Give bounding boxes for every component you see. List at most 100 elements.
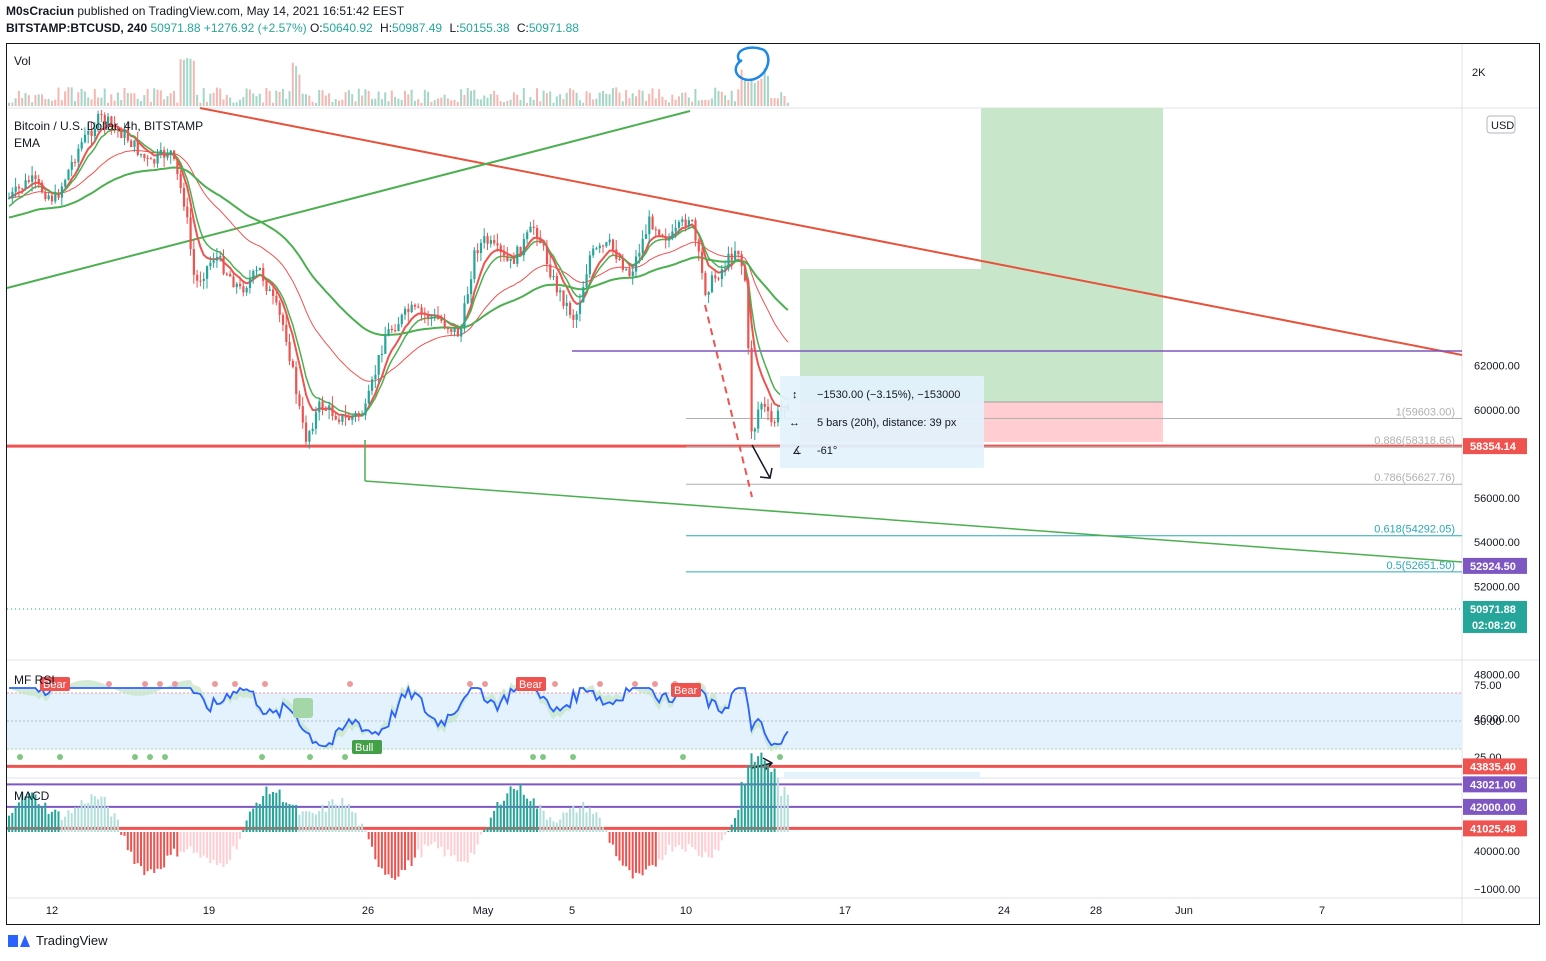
volume-bar	[77, 92, 80, 106]
candle-body	[202, 278, 205, 281]
macd-bar	[173, 832, 175, 849]
trendlines[interactable]	[6, 107, 1463, 563]
candle-body	[496, 243, 499, 246]
volume-bar	[453, 99, 456, 106]
horizontal-levels[interactable]	[7, 444, 1462, 830]
x-tick-label: 17	[839, 905, 851, 917]
volume-bar	[404, 90, 406, 106]
candle-body	[258, 267, 261, 271]
candle-body	[625, 268, 628, 270]
macd-bar	[97, 799, 100, 832]
volume-bar	[110, 94, 113, 106]
macd-bar	[714, 832, 717, 850]
volume-bar	[314, 102, 317, 106]
candle-body	[433, 314, 436, 317]
volume-bar	[80, 88, 83, 106]
volume-bar	[661, 96, 664, 106]
candle-body	[555, 275, 558, 293]
macd-bar	[529, 801, 532, 832]
candle-body	[120, 129, 123, 138]
fib-label: 0.886(58318.66)	[1374, 435, 1455, 447]
rsi-dot-green	[259, 754, 265, 760]
volume-bar	[503, 102, 505, 106]
candle-body	[64, 179, 67, 187]
tradingview-footer[interactable]: TradingView	[8, 933, 108, 948]
macd-bar	[314, 814, 317, 832]
candle-body	[298, 394, 301, 407]
macd-bar	[189, 832, 192, 847]
rsi-cloud	[9, 680, 788, 752]
high-label: H:	[380, 21, 393, 35]
volume-bar	[291, 62, 294, 106]
macd-bar	[331, 799, 334, 832]
rsi-dot-green	[342, 754, 348, 760]
macd-bar	[489, 817, 492, 832]
volume-bar	[321, 90, 324, 106]
macd-tick-label: −1000.00	[1474, 884, 1520, 896]
candle-body	[192, 248, 195, 275]
volume-bar	[668, 102, 670, 106]
macd-bar	[743, 783, 746, 832]
macd-bar	[54, 809, 57, 832]
volume-bar	[107, 102, 109, 106]
macd-bar	[14, 806, 17, 832]
bear-marker: Bear	[674, 685, 698, 697]
volume-bar	[169, 93, 172, 106]
macd-bar	[776, 777, 779, 832]
volume-bar	[14, 98, 17, 106]
volume-bar	[489, 94, 492, 106]
macd-bar	[176, 832, 179, 857]
volume-bar	[417, 99, 420, 106]
macd-bar	[780, 795, 783, 832]
volume-bar	[539, 101, 542, 106]
candle-body	[493, 240, 496, 244]
macd-bar	[770, 772, 773, 832]
candle-body	[658, 229, 661, 235]
candle-body	[582, 287, 585, 303]
volume-bar	[189, 58, 192, 106]
volume-bar	[420, 102, 423, 106]
candle-body	[542, 243, 545, 246]
macd-bar	[753, 761, 756, 832]
macd-bar	[562, 812, 565, 832]
candle-body	[295, 367, 298, 395]
macd-bar	[305, 811, 307, 832]
candle-body	[420, 307, 423, 313]
volume-bar	[549, 91, 552, 106]
green-support-line	[364, 480, 1463, 563]
macd-bar	[361, 823, 364, 832]
macd-bar	[321, 804, 324, 832]
macd-bar	[430, 832, 433, 845]
candle-body	[727, 253, 730, 269]
volume-bar	[519, 100, 522, 106]
candle-body	[410, 304, 413, 313]
volume-bar	[103, 88, 106, 106]
volume-bar	[644, 100, 647, 106]
volume-bar	[714, 87, 717, 106]
measure-tooltip	[780, 376, 984, 468]
candle-body	[229, 273, 232, 277]
candle-body	[189, 217, 192, 249]
candle-body	[377, 354, 380, 375]
macd-bar	[773, 768, 776, 832]
volume-bar	[387, 101, 390, 106]
measure-arrow	[751, 444, 773, 479]
volume-bar	[222, 99, 225, 106]
volume-bar	[466, 88, 469, 106]
macd-bar	[697, 832, 700, 856]
rsi-dot-red	[157, 681, 163, 687]
candle-body	[232, 276, 235, 288]
red-downtrend-line	[199, 107, 1463, 356]
macd-bar	[166, 832, 169, 856]
volume-bar	[674, 99, 677, 106]
macd-bar	[202, 832, 205, 856]
currency-button[interactable]	[1486, 115, 1516, 134]
candle-body	[255, 270, 258, 272]
candle-body	[268, 289, 271, 291]
author-name[interactable]: M0sCraciun	[6, 4, 75, 18]
volume-bar	[608, 94, 611, 106]
macd-bar	[684, 832, 687, 852]
volume-bar	[565, 92, 568, 106]
candle-body	[404, 308, 407, 315]
